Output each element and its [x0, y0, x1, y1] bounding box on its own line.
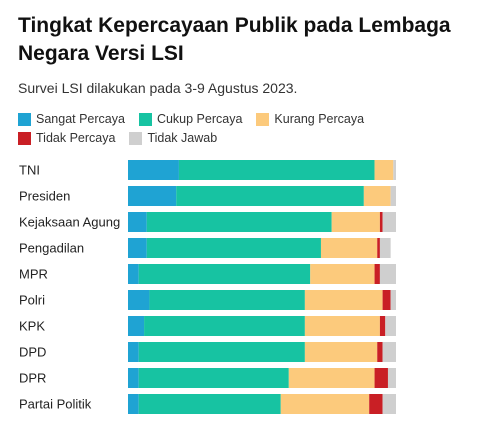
legend-label-cukup-percaya: Cukup Percaya: [156, 112, 243, 126]
legend-item-sangat-percaya: Sangat Percaya: [18, 112, 125, 126]
bar-kejaksaan-agung-cukup-percaya: [146, 212, 332, 232]
bar-kpk-sangat-percaya: [128, 316, 145, 336]
bar-dpd-kurang-percaya: [304, 342, 378, 362]
bar-partai-politik-kurang-percaya: [280, 394, 370, 414]
bar-kpk-cukup-percaya: [144, 316, 305, 336]
bar-polri-tidak-jawab: [390, 290, 396, 310]
bar-pengadilan-sangat-percaya: [128, 238, 147, 258]
bar-dpr-tidak-percaya: [374, 368, 388, 388]
legend-label-kurang-percaya: Kurang Percaya: [274, 112, 365, 126]
bar-dpr-sangat-percaya: [128, 368, 139, 388]
legend-item-cukup-percaya: Cukup Percaya: [138, 112, 243, 126]
bar-tni-cukup-percaya: [178, 160, 375, 180]
bar-partai-politik-cukup-percaya: [138, 394, 281, 414]
legend-row-2: Tidak Percaya Tidak Jawab: [18, 129, 468, 147]
legend: Sangat Percaya Cukup Percaya Kurang Perc…: [18, 110, 468, 148]
bar-presiden-sangat-percaya: [128, 186, 177, 206]
legend-label-sangat-percaya: Sangat Percaya: [36, 112, 125, 126]
bar-tni-kurang-percaya: [374, 160, 394, 180]
bar-kpk-kurang-percaya: [304, 316, 380, 336]
bar-pengadilan-tidak-percaya: [377, 238, 380, 258]
bar-polri-cukup-percaya: [149, 290, 305, 310]
chart-title: Tingkat Kepercayaan Publik pada Lembaga …: [18, 14, 451, 65]
legend-swatch-tidak-jawab: [129, 131, 143, 145]
legend-item-tidak-percaya: Tidak Percaya: [18, 131, 115, 145]
category-label-kejaksaan-agung: Kejaksaan Agung: [19, 215, 120, 230]
bar-pengadilan-kurang-percaya: [320, 238, 378, 258]
legend-swatch-cukup-percaya: [138, 112, 152, 126]
bar-tni-tidak-jawab: [393, 160, 396, 180]
category-label-kpk: KPK: [19, 319, 45, 334]
legend-item-tidak-jawab: Tidak Jawab: [129, 131, 217, 145]
bar-mpr-sangat-percaya: [128, 264, 139, 284]
legend-label-tidak-jawab: Tidak Jawab: [147, 131, 218, 145]
bar-dpd-cukup-percaya: [138, 342, 305, 362]
legend-label-tidak-percaya: Tidak Percaya: [36, 131, 116, 145]
bar-dpr-tidak-jawab: [387, 368, 396, 388]
category-label-dpd: DPD: [19, 345, 46, 360]
bar-mpr-tidak-jawab: [379, 264, 396, 284]
bar-presiden-tidak-jawab: [390, 186, 396, 206]
bar-dpr-kurang-percaya: [288, 368, 375, 388]
bar-tni-sangat-percaya: [128, 160, 179, 180]
bar-dpd-tidak-jawab: [382, 342, 396, 362]
bar-partai-politik-tidak-jawab: [382, 394, 396, 414]
bar-kpk-tidak-jawab: [385, 316, 396, 336]
bar-kejaksaan-agung-sangat-percaya: [128, 212, 147, 232]
bar-pengadilan-tidak-jawab: [379, 238, 391, 258]
category-label-mpr: MPR: [19, 267, 48, 282]
bar-mpr-tidak-percaya: [374, 264, 380, 284]
bar-partai-politik-sangat-percaya: [128, 394, 139, 414]
category-label-polri: Polri: [19, 293, 45, 308]
bar-pengadilan-cukup-percaya: [146, 238, 321, 258]
category-label-presiden: Presiden: [19, 189, 70, 204]
bar-polri-sangat-percaya: [128, 290, 150, 310]
bar-kejaksaan-agung-tidak-percaya: [379, 212, 383, 232]
category-label-tni: TNI: [19, 163, 40, 178]
legend-swatch-sangat-percaya: [18, 112, 31, 126]
bar-mpr-kurang-percaya: [310, 264, 375, 284]
chart-subtitle: Survei LSI dilakukan pada 3-9 Agustus 20…: [18, 80, 298, 96]
bar-polri-tidak-percaya: [382, 290, 391, 310]
category-label-pengadilan: Pengadilan: [19, 241, 84, 256]
legend-swatch-kurang-percaya: [256, 112, 270, 126]
legend-item-kurang-percaya: Kurang Percaya: [256, 112, 364, 126]
bar-dpr-cukup-percaya: [138, 368, 289, 388]
bar-dpd-sangat-percaya: [128, 342, 139, 362]
bar-partai-politik-tidak-percaya: [369, 394, 383, 414]
bar-polri-kurang-percaya: [304, 290, 383, 310]
bar-dpd-tidak-percaya: [377, 342, 383, 362]
category-label-dpr: DPR: [19, 371, 46, 386]
category-label-partai-politik: Partai Politik: [19, 397, 92, 412]
bar-presiden-cukup-percaya: [176, 186, 364, 206]
legend-row-1: Sangat Percaya Cukup Percaya Kurang Perc…: [18, 110, 468, 128]
legend-swatch-tidak-percaya: [18, 131, 31, 145]
bar-kejaksaan-agung-kurang-percaya: [331, 212, 380, 232]
bar-mpr-cukup-percaya: [138, 264, 311, 284]
bar-presiden-kurang-percaya: [363, 186, 391, 206]
bar-kejaksaan-agung-tidak-jawab: [382, 212, 396, 232]
bar-kpk-tidak-percaya: [379, 316, 386, 336]
